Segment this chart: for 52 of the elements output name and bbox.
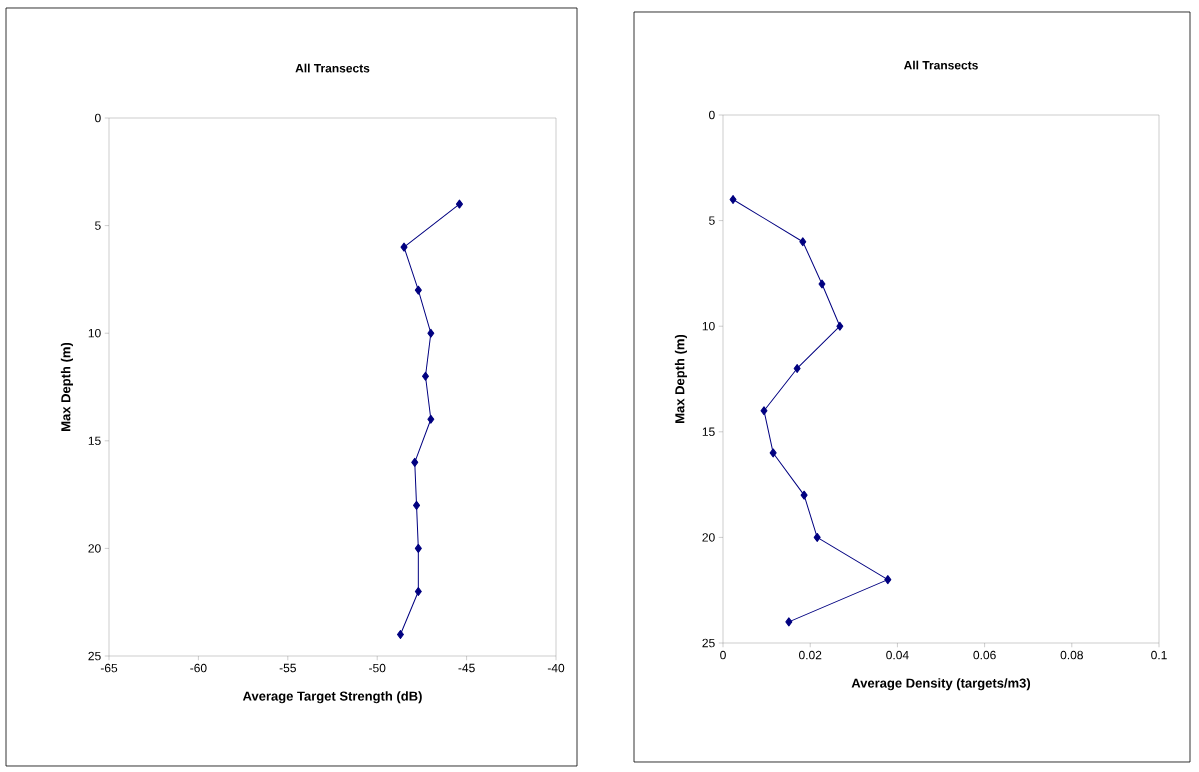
- y-tick-label: 10: [88, 328, 101, 338]
- x-tick-label: 0.06: [973, 650, 996, 660]
- y-tick-label: 15: [88, 436, 101, 445]
- x-tick-label: -40: [547, 663, 565, 673]
- x-tick-label: 0.1: [1151, 650, 1167, 660]
- chart-title: All Transects: [295, 63, 370, 73]
- y-axis-title: Max Depth (m): [674, 334, 687, 423]
- x-tick-label: -60: [190, 663, 207, 673]
- y-tick-label: 15: [702, 427, 715, 436]
- point: [414, 543, 422, 553]
- y-tick-label: 20: [702, 533, 715, 542]
- point: [729, 194, 737, 204]
- point: [427, 414, 435, 424]
- x-tick-label: 0.08: [1060, 650, 1083, 660]
- y-axis-title: Max Depth (m): [60, 342, 73, 431]
- x-tick-label: -65: [100, 663, 118, 673]
- point: [769, 448, 777, 458]
- point: [400, 242, 408, 252]
- point: [414, 586, 422, 596]
- point: [785, 617, 793, 627]
- point: [413, 500, 421, 510]
- y-tick-label: 5: [709, 216, 715, 225]
- x-tick-label: 0.04: [886, 650, 909, 660]
- x-tick-label: -55: [279, 663, 296, 673]
- point: [836, 321, 844, 331]
- point: [799, 237, 807, 247]
- point: [455, 199, 463, 209]
- y-tick-label: 0: [709, 110, 715, 120]
- y-tick-label: 25: [702, 638, 715, 648]
- y-tick-label: 20: [88, 544, 101, 553]
- point: [813, 532, 821, 542]
- point: [818, 279, 826, 289]
- point: [427, 328, 435, 338]
- y-tick-label: 5: [95, 221, 101, 230]
- y-tick-label: 25: [88, 651, 101, 661]
- x-axis-title: Average Target Strength (dB): [242, 691, 422, 704]
- point: [411, 457, 419, 467]
- y-tick-label: 10: [702, 321, 715, 331]
- point: [760, 406, 768, 416]
- point: [800, 490, 808, 500]
- chart-title: All Transects: [903, 60, 978, 70]
- point: [793, 363, 801, 373]
- x-tick-label: 0.02: [799, 650, 822, 660]
- point: [884, 575, 892, 585]
- x-tick-label: -45: [458, 663, 475, 673]
- point: [396, 629, 404, 639]
- x-tick-label: -50: [369, 663, 386, 673]
- y-tick-label: 0: [95, 113, 101, 123]
- point: [414, 285, 422, 295]
- x-axis-title: Average Density (targets/m3): [851, 678, 1031, 691]
- x-tick-label: 0: [720, 650, 726, 660]
- point: [421, 371, 429, 381]
